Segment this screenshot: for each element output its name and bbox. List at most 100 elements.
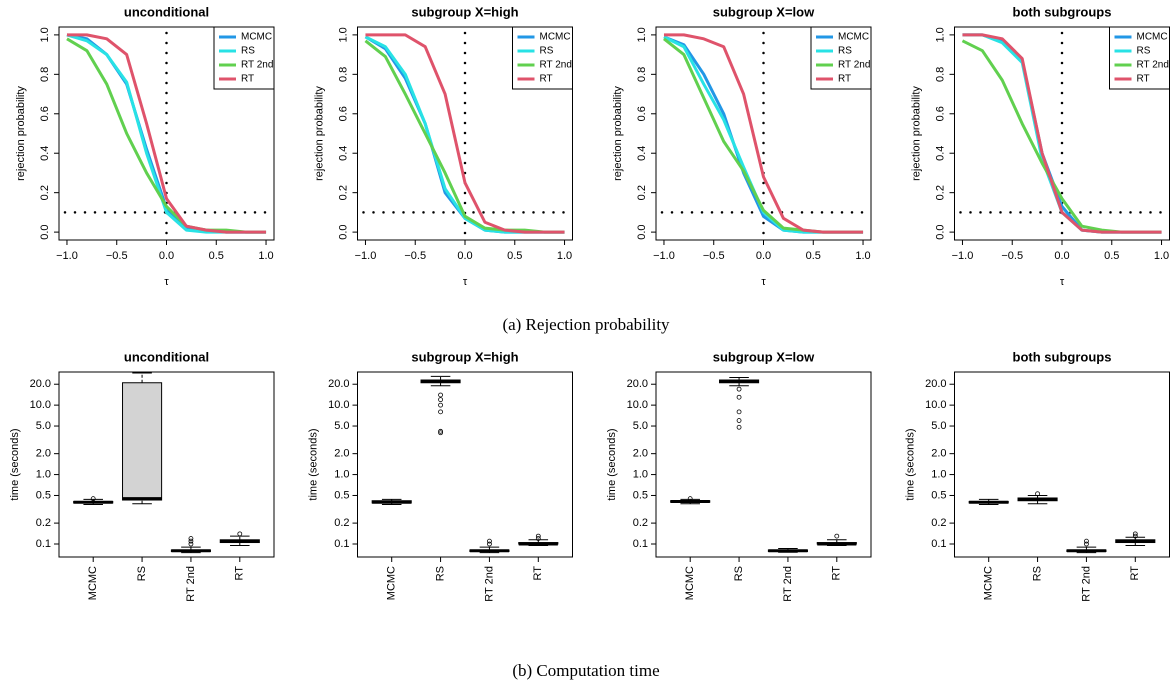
legend-label: RT	[540, 74, 553, 85]
x-tick-label: −1.0	[56, 250, 78, 262]
y-tick-label: 2.0	[36, 448, 51, 460]
y-tick-label: 0.4	[39, 146, 51, 161]
y-tick-label: 0.5	[633, 489, 648, 501]
y-tick-label: 0.0	[934, 224, 946, 239]
x-tick-label: RT 2nd	[185, 566, 197, 602]
x-tick-label: MCMC	[983, 566, 995, 600]
legend-label: RT 2nd	[1137, 60, 1169, 71]
x-tick-label: −0.5	[404, 250, 426, 262]
y-tick-label: 0.8	[39, 67, 51, 82]
y-tick-label: 10.0	[925, 399, 946, 411]
x-tick-label: 1.0	[258, 250, 273, 262]
x-tick-label: −0.5	[703, 250, 725, 262]
y-tick-label: 0.5	[36, 489, 51, 501]
y-axis-label: rejection probability	[15, 86, 27, 181]
outlier	[438, 402, 443, 408]
chart-title: both subgroups	[1013, 4, 1112, 19]
y-tick-label: 5.0	[36, 420, 51, 432]
y-tick-label: 0.1	[931, 538, 946, 550]
outlier	[438, 392, 443, 398]
y-tick-label: 20.0	[30, 378, 51, 390]
y-tick-label: 0.2	[334, 517, 349, 529]
y-tick-label: 20.0	[328, 378, 349, 390]
chart-title: subgroup X=low	[713, 349, 815, 364]
y-axis-label: time (seconds)	[9, 428, 21, 500]
y-axis-label: time (seconds)	[307, 428, 319, 500]
y-tick-label: 1.0	[934, 27, 946, 42]
legend-label: RS	[241, 46, 255, 57]
x-tick-label: 0.5	[209, 250, 224, 262]
x-tick-label: 1.0	[1154, 250, 1169, 262]
y-tick-label: 0.1	[36, 538, 51, 550]
outlier	[736, 418, 742, 423]
outlier	[736, 394, 742, 400]
plot-frame	[954, 26, 1170, 241]
y-tick-label: 0.2	[337, 185, 349, 200]
series-line	[663, 33, 864, 234]
x-axis-label: τ	[463, 276, 468, 288]
outlier	[237, 531, 243, 537]
y-tick-label: 0.2	[636, 185, 648, 200]
chart-title: subgroup X=low	[713, 4, 815, 19]
x-tick-label: 0.5	[1104, 250, 1119, 262]
outlier	[1035, 491, 1040, 497]
caption: (a) Rejection probability	[502, 315, 670, 334]
y-tick-label: 5.0	[334, 420, 349, 432]
outlier	[687, 496, 693, 502]
x-tick-label: RS	[1031, 566, 1043, 581]
y-tick-label: 0.8	[636, 67, 648, 82]
y-tick-label: 1.0	[36, 468, 51, 480]
y-tick-label: 10.0	[328, 399, 349, 411]
x-tick-label: −1.0	[653, 250, 675, 262]
x-tick-label: 0.0	[159, 250, 174, 262]
x-tick-label: RT	[532, 566, 544, 581]
outlier	[487, 538, 492, 544]
series-line	[365, 33, 565, 234]
y-tick-label: 0.4	[934, 146, 946, 161]
y-tick-label: 0.2	[36, 517, 51, 529]
plot-frame	[357, 371, 573, 558]
x-tick-label: 0.0	[756, 250, 771, 262]
outlier	[535, 533, 541, 539]
legend-label: RS	[540, 46, 554, 57]
plot-frame	[655, 371, 872, 558]
y-tick-label: 0.4	[636, 146, 648, 161]
y-tick-label: 20.0	[627, 378, 648, 390]
y-tick-label: 0.6	[39, 106, 51, 121]
y-tick-label: 20.0	[925, 378, 946, 390]
y-tick-label: 0.0	[636, 224, 648, 239]
plot-frame	[954, 371, 1170, 558]
outlier	[1132, 533, 1138, 539]
outlier	[438, 397, 443, 403]
legend-label: RT 2nd	[540, 60, 572, 71]
chart-title: subgroup X=high	[411, 349, 518, 364]
outlier	[736, 386, 742, 392]
y-tick-label: 0.2	[39, 185, 51, 200]
legend-label: MCMC	[838, 32, 869, 43]
y-tick-label: 2.0	[931, 448, 946, 460]
x-tick-label: RT	[234, 566, 246, 581]
series-line	[66, 33, 267, 234]
outlier	[1132, 531, 1138, 537]
x-tick-label: MCMC	[684, 566, 696, 600]
y-axis-label: time (seconds)	[904, 428, 916, 500]
x-tick-label: RT	[1129, 566, 1141, 581]
outlier	[834, 533, 840, 539]
x-tick-label: RT 2nd	[1080, 566, 1092, 602]
y-tick-label: 0.6	[636, 106, 648, 121]
y-tick-label: 0.1	[633, 538, 648, 550]
chart-title: unconditional	[124, 349, 209, 364]
outlier	[438, 409, 443, 415]
legend-label: RT 2nd	[241, 60, 273, 71]
box	[122, 382, 163, 501]
chart-title: unconditional	[124, 4, 209, 19]
y-tick-label: 2.0	[334, 448, 349, 460]
x-tick-label: 1.0	[557, 250, 572, 262]
legend-label: MCMC	[1137, 32, 1168, 43]
legend-label: RT	[1137, 74, 1150, 85]
outlier	[487, 541, 492, 547]
y-axis-label: rejection probability	[910, 86, 922, 181]
x-tick-label: MCMC	[87, 566, 99, 600]
outlier	[90, 496, 96, 502]
